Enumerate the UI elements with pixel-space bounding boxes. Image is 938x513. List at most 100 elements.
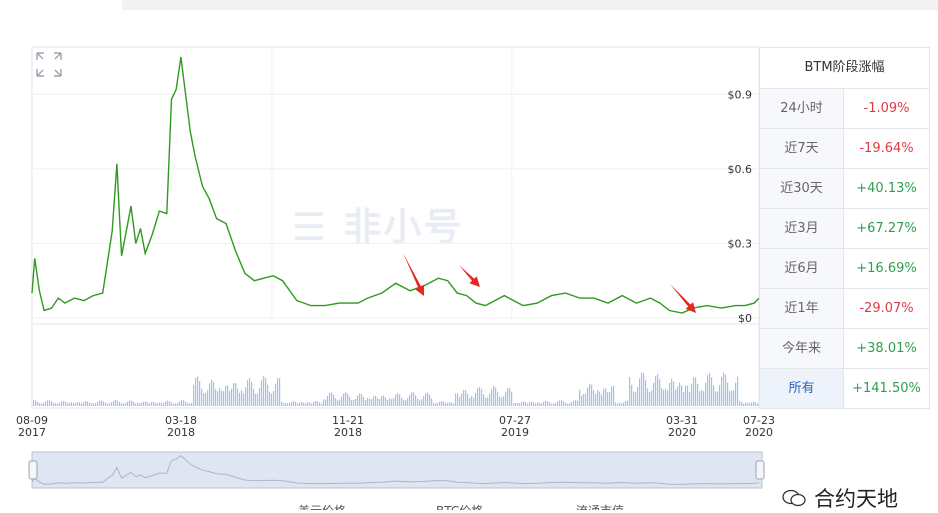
- volume-bar: [649, 392, 651, 406]
- wechat-icon: [782, 489, 806, 507]
- volume-bar: [83, 402, 85, 406]
- volume-bar: [321, 403, 323, 406]
- performance-row[interactable]: 24小时 -1.09%: [760, 89, 930, 129]
- volume-bar: [717, 391, 719, 406]
- grid-lines: [32, 47, 759, 324]
- volume-bar: [625, 401, 627, 406]
- volume-bar: [173, 403, 175, 406]
- volume-bar: [269, 391, 271, 406]
- volume-bar: [187, 402, 189, 406]
- range-handle-left[interactable]: [28, 460, 38, 480]
- volume-bar: [121, 403, 123, 406]
- volume-bar: [423, 396, 425, 406]
- volume-bar: [231, 388, 233, 406]
- legend-item-cap[interactable]: 流通市值: [576, 502, 624, 510]
- panel-title: BTM阶段涨幅: [760, 47, 930, 89]
- performance-row[interactable]: 近7天 -19.64%: [760, 129, 930, 169]
- volume-bar: [485, 397, 487, 406]
- volume-bar: [43, 402, 45, 406]
- volume-bar: [199, 381, 201, 406]
- x-tick-year: 2020: [668, 426, 696, 439]
- volume-bar: [297, 403, 299, 406]
- tab-active[interactable]: [0, 0, 122, 10]
- volume-bar: [293, 401, 295, 406]
- x-tick-year: 2018: [167, 426, 195, 439]
- volume-bar: [331, 392, 333, 406]
- volume-bar: [379, 399, 381, 406]
- performance-row[interactable]: 近30天 +40.13%: [760, 169, 930, 209]
- volume-bar: [611, 386, 613, 406]
- volume-bar: [565, 402, 567, 406]
- range-handle-right[interactable]: [755, 460, 765, 480]
- volume-bar: [81, 403, 83, 406]
- volume-bar: [289, 402, 291, 406]
- performance-row[interactable]: 今年来 +38.01%: [760, 329, 930, 369]
- volume-bar: [513, 403, 515, 406]
- volume-bar: [209, 383, 211, 406]
- volume-bar: [735, 382, 737, 406]
- legend-item-usd[interactable]: 美元价格: [298, 502, 346, 510]
- volume-bar: [461, 393, 463, 406]
- volume-bar: [215, 389, 217, 406]
- volume-bar: [569, 403, 571, 406]
- volume-bar: [573, 400, 575, 406]
- volume-bar: [661, 388, 663, 406]
- volume-bar: [385, 397, 387, 406]
- performance-row[interactable]: 近3月 +67.27%: [760, 209, 930, 249]
- volume-bar: [357, 395, 359, 406]
- volume-bar: [205, 392, 207, 406]
- volume-bar: [479, 386, 481, 406]
- volume-bar: [239, 392, 241, 406]
- volume-bar: [45, 401, 47, 406]
- red-arrow: [459, 265, 480, 287]
- volume-bar: [125, 402, 127, 406]
- performance-panel: BTM阶段涨幅 24小时 -1.09% 近7天 -19.64% 近30天 +40.13% 近…: [759, 47, 930, 409]
- performance-row[interactable]: 所有 +141.50%: [760, 369, 930, 409]
- volume-bar: [623, 402, 625, 406]
- watermark-text: 非小号: [343, 205, 464, 249]
- volume-bar: [643, 373, 645, 406]
- volume-bar: [161, 402, 163, 406]
- volume-bar: [499, 396, 501, 406]
- performance-value: +16.69%: [856, 261, 917, 276]
- volume-bar: [95, 403, 97, 406]
- performance-row[interactable]: 近6月 +16.69%: [760, 249, 930, 289]
- volume-bar: [495, 387, 497, 406]
- y-tick-label: $0.6: [728, 163, 753, 176]
- volume-bar: [365, 400, 367, 406]
- legend-item-btc[interactable]: BTC价格: [436, 502, 483, 510]
- annotation-arrows: [403, 253, 696, 313]
- performance-label: 所有: [760, 369, 844, 408]
- volume-bar: [191, 403, 193, 406]
- volume-bar: [393, 398, 395, 406]
- volume-bar: [133, 401, 135, 406]
- volume-bar: [509, 387, 511, 406]
- volume-bar: [409, 394, 411, 406]
- volume-bar: [655, 375, 657, 406]
- volume-bar: [339, 399, 341, 406]
- performance-label: 近7天: [760, 129, 844, 168]
- volume-bar: [587, 387, 589, 406]
- volume-bar: [221, 390, 223, 406]
- volume-bar: [619, 402, 621, 406]
- volume-bar: [497, 391, 499, 406]
- performance-label: 24小时: [760, 89, 844, 128]
- volume-bar: [451, 402, 453, 406]
- volume-bar: [389, 398, 391, 406]
- volume-bar: [709, 372, 711, 406]
- volume-bar: [681, 385, 683, 406]
- volume-bar: [549, 402, 551, 406]
- volume-bar: [519, 403, 521, 406]
- range-navigator[interactable]: [28, 451, 765, 489]
- volume-bar: [143, 401, 145, 406]
- volume-bar: [319, 402, 321, 406]
- navigator-line: [31, 454, 760, 485]
- volume-bar: [651, 390, 653, 406]
- expand-icon[interactable]: [36, 52, 62, 77]
- volume-bar: [153, 401, 155, 406]
- volume-bar: [559, 400, 561, 406]
- performance-row[interactable]: 近1年 -29.07%: [760, 289, 930, 329]
- volume-bar: [737, 376, 739, 406]
- volume-bar: [683, 391, 685, 406]
- wechat-caption-text: 合约天地: [814, 487, 898, 511]
